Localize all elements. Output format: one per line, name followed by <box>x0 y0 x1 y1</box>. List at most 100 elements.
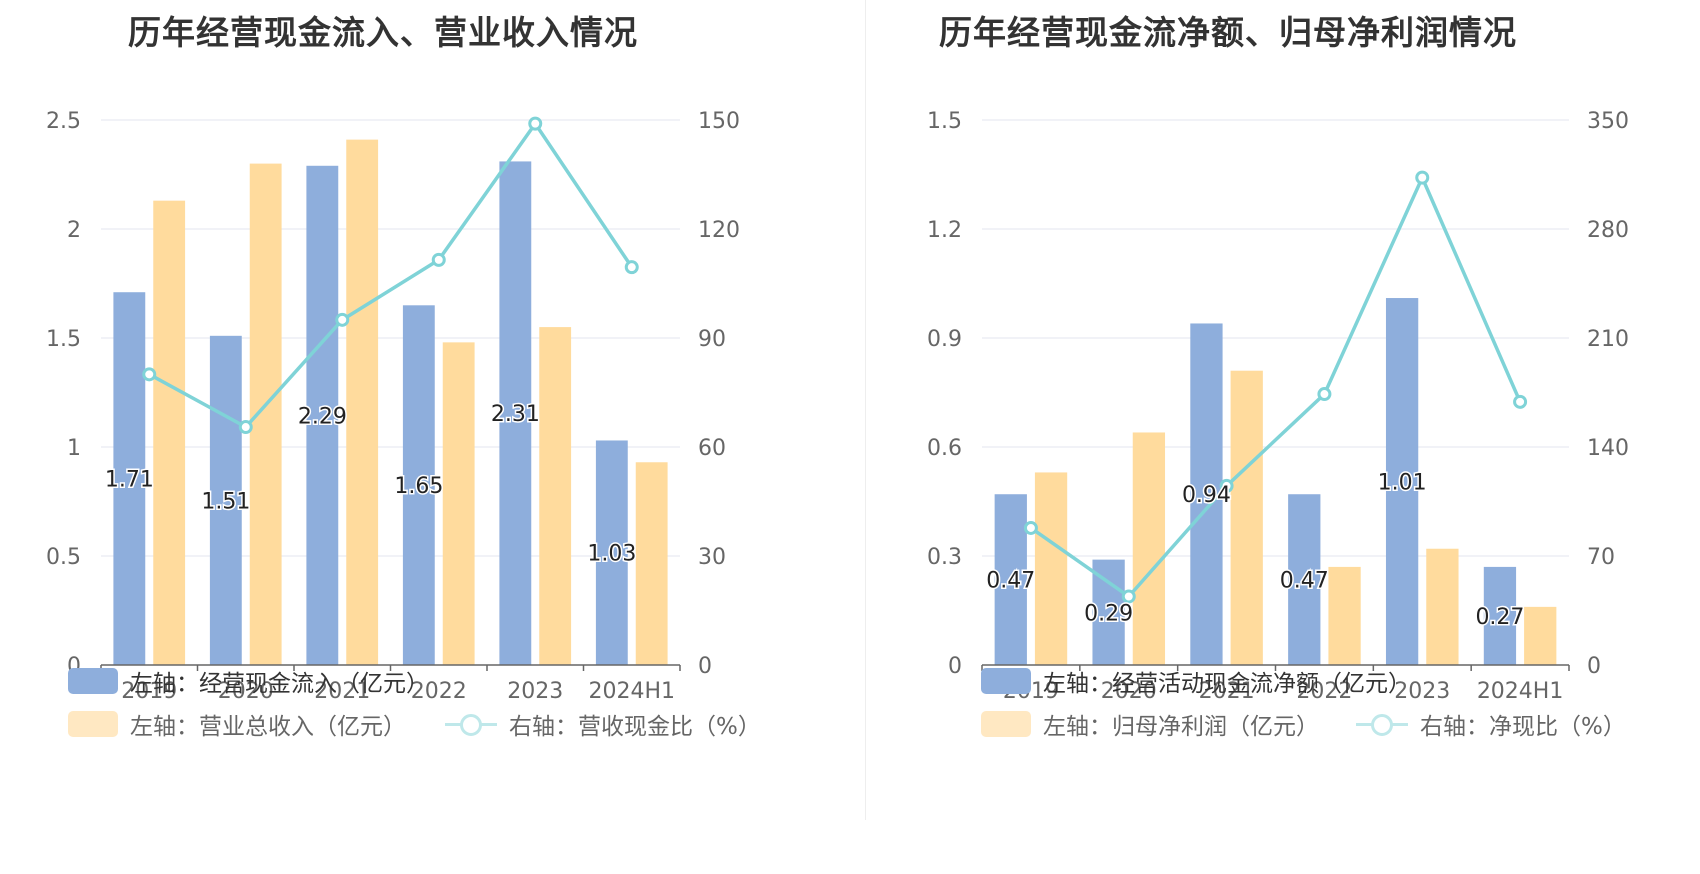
legend-item-series-3[interactable]: 右轴：营收现金比（%） <box>445 707 761 741</box>
y-left-tick-label: 2 <box>67 218 81 243</box>
bar-series-2 <box>1524 606 1557 665</box>
legend-item-series-1[interactable]: 左轴：经营活动现金流净额（亿元） <box>981 664 1411 698</box>
bar-series-1 <box>994 494 1027 665</box>
legend-item-series-3[interactable]: 右轴：净现比（%） <box>1356 707 1626 741</box>
y-right-tick-label: 140 <box>1587 436 1629 461</box>
chart-title: 历年经营现金流入、营业收入情况 <box>128 13 638 52</box>
panel-divider <box>865 0 866 820</box>
y-left-tick-label: 1 <box>67 436 81 461</box>
y-right-tick-label: 60 <box>698 436 726 461</box>
legend-label: 右轴：营收现金比（%） <box>509 714 761 740</box>
x-tick-label: 2020 <box>218 679 274 704</box>
bar-series-1 <box>402 305 435 665</box>
chart-panel-cashflow-revenue: 历年经营现金流入、营业收入情况 0 0 0.5 30 1 60 1.5 90 2 120 2.5 15… <box>46 13 761 741</box>
line-point <box>431 252 446 267</box>
data-label: 1.71 <box>105 468 154 493</box>
x-tick-label: 2024H1 <box>588 679 675 704</box>
y-right-tick-label: 210 <box>1587 327 1629 352</box>
bar-series-1 <box>1092 559 1125 665</box>
x-tick-label: 2020 <box>1101 679 1157 704</box>
y-right-tick-label: 90 <box>698 327 726 352</box>
line-point <box>142 367 157 382</box>
x-tick-label: 2023 <box>507 679 563 704</box>
x-tick-label: 2022 <box>1296 679 1352 704</box>
x-tick-label: 2023 <box>1394 679 1450 704</box>
legend-item-series-1[interactable]: 左轴：经营现金流入（亿元） <box>68 664 429 698</box>
legend-item-series-2[interactable]: 左轴：归母净利润（亿元） <box>981 707 1319 741</box>
y-left-tick-label: 0.9 <box>927 327 962 352</box>
y-left-tick-label: 0.3 <box>927 545 962 570</box>
data-label: 1.65 <box>394 474 443 499</box>
y-left-tick-label: 1.5 <box>46 327 81 352</box>
bar-series-2 <box>1034 472 1068 665</box>
y-right-tick-label: 280 <box>1587 218 1629 243</box>
legend-bar-swatch <box>981 711 1031 737</box>
y-left-tick-label: 0.5 <box>46 545 81 570</box>
legend-line-swatch <box>445 711 497 737</box>
y-left-tick-label: 1.2 <box>927 218 962 243</box>
data-label: 1.01 <box>1378 471 1427 496</box>
data-label: 0.47 <box>1280 569 1329 594</box>
chart-panel-netcashflow-profit: 历年经营现金流净额、归母净利润情况 0 0 0.3 70 0.6 140 0.9 210 1.2… <box>866 0 1700 874</box>
bar-series-1 <box>113 292 146 665</box>
data-label: 0.29 <box>1084 601 1133 626</box>
legend-label: 右轴：净现比（%） <box>1420 714 1626 740</box>
legend-item-series-2[interactable]: 左轴：营业总收入（亿元） <box>68 707 406 741</box>
legend-label: 左轴：归母净利润（亿元） <box>1043 714 1319 740</box>
x-tick-label: 2024H1 <box>1477 679 1564 704</box>
line-point <box>238 420 253 435</box>
legend-bar-swatch <box>68 711 118 737</box>
data-label: 0.27 <box>1475 605 1524 630</box>
data-label: 0.94 <box>1182 483 1231 508</box>
x-tick-label: 2019 <box>121 679 177 704</box>
line-series-3 <box>1029 175 1522 599</box>
line-point <box>624 260 639 275</box>
bar-series-2 <box>1328 566 1361 665</box>
bar-series-1 <box>1288 494 1321 665</box>
bar-series-1 <box>1385 298 1419 665</box>
legend-label: 左轴：营业总收入（亿元） <box>130 714 406 740</box>
x-tick-label: 2022 <box>411 679 467 704</box>
y-right-tick-label: 30 <box>698 545 726 570</box>
legend-line-swatch <box>1356 711 1408 737</box>
x-tick-label: 2021 <box>314 679 370 704</box>
legend-bar-swatch <box>68 668 118 694</box>
y-left-tick-label: 2.5 <box>46 109 81 134</box>
data-label: 2.31 <box>491 402 540 427</box>
bar-series-1 <box>499 161 532 666</box>
line-point <box>1317 387 1332 402</box>
bar-series-2 <box>1426 548 1459 665</box>
data-label: 0.47 <box>986 569 1035 594</box>
bar-series-2 <box>346 139 379 665</box>
bar-series-1 <box>1483 566 1517 665</box>
line-series-3 <box>148 121 634 429</box>
line-point <box>528 116 543 131</box>
y-left-tick-label: 0 <box>948 654 962 679</box>
line-point <box>1023 520 1038 535</box>
line-point <box>1415 170 1430 185</box>
chart-title: 历年经营现金流净额、归母净利润情况 <box>939 13 1517 52</box>
bar-series-2 <box>1132 432 1166 665</box>
legend-label: 左轴：经营现金流入（亿元） <box>130 671 429 697</box>
y-right-tick-label: 0 <box>1587 654 1601 679</box>
bar-series-1 <box>306 165 339 665</box>
y-left-tick-label: 1.5 <box>927 109 962 134</box>
bar-series-2 <box>1230 370 1263 665</box>
data-label: 1.51 <box>201 489 250 514</box>
data-label: 2.29 <box>298 404 347 429</box>
bar-series-2 <box>539 327 572 665</box>
y-right-tick-label: 0 <box>698 654 712 679</box>
bar-series-2 <box>249 163 282 665</box>
bar-series-2 <box>442 342 475 665</box>
y-right-tick-label: 150 <box>698 109 740 134</box>
y-right-tick-label: 70 <box>1587 545 1615 570</box>
bar-series-2 <box>153 200 186 665</box>
line-point <box>335 312 350 327</box>
data-label: 1.03 <box>587 542 636 567</box>
line-point <box>1121 589 1136 604</box>
line-point <box>1513 394 1528 409</box>
legend-bar-swatch <box>981 668 1031 694</box>
y-left-tick-label: 0.6 <box>927 436 962 461</box>
